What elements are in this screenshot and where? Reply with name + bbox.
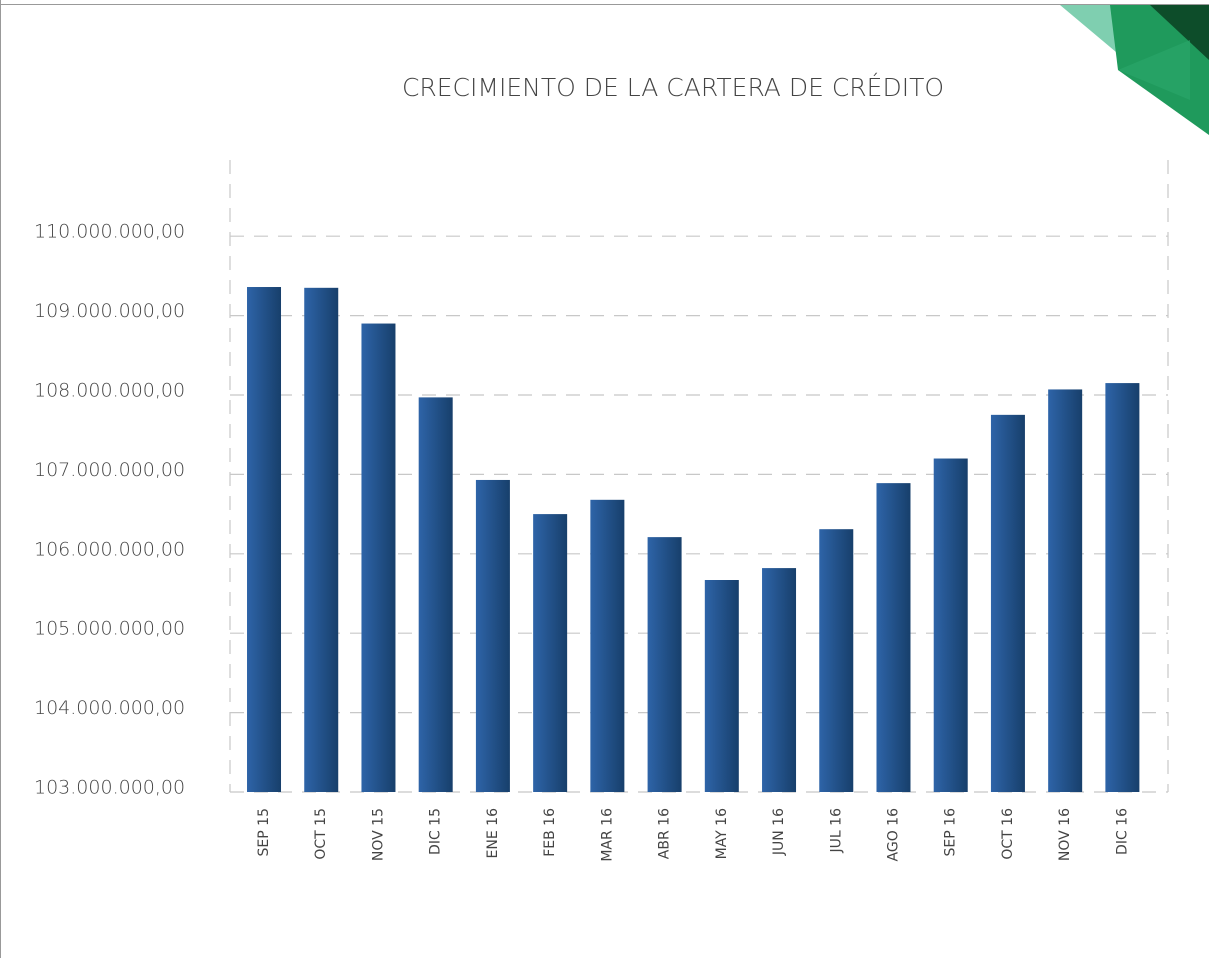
bar bbox=[1048, 389, 1083, 792]
y-tick-label: 107.000.000,00 bbox=[34, 459, 185, 481]
bar bbox=[933, 458, 968, 792]
x-tick-label: JUN 16 bbox=[771, 808, 787, 856]
corner-decoration bbox=[1060, 5, 1209, 135]
y-tick-label: 105.000.000,00 bbox=[34, 618, 185, 640]
x-tick-label: JUL 16 bbox=[828, 808, 844, 854]
bar bbox=[361, 323, 396, 792]
x-tick-label: ABR 16 bbox=[657, 808, 673, 859]
bar bbox=[247, 287, 282, 792]
x-tick-label: NOV 15 bbox=[370, 808, 386, 861]
bar bbox=[533, 514, 568, 792]
bar bbox=[819, 529, 854, 792]
x-tick-label: AGO 16 bbox=[885, 808, 901, 862]
chart-title: CRECIMIENTO DE LA CARTERA DE CRÉDITO bbox=[402, 73, 944, 102]
x-tick-label: NOV 16 bbox=[1057, 808, 1073, 861]
y-tick-label: 103.000.000,00 bbox=[34, 777, 185, 799]
bar bbox=[418, 397, 453, 792]
bar bbox=[590, 499, 625, 792]
x-tick-label: OCT 16 bbox=[1000, 808, 1016, 860]
y-tick-label: 110.000.000,00 bbox=[34, 221, 185, 243]
bar bbox=[475, 479, 510, 792]
bar bbox=[876, 483, 911, 792]
x-tick-label: OCT 15 bbox=[313, 808, 329, 860]
y-tick-label: 104.000.000,00 bbox=[34, 697, 185, 719]
x-tick-label: MAY 16 bbox=[714, 808, 730, 859]
x-tick-label: DIC 15 bbox=[428, 808, 444, 855]
x-tick-label: FEB 16 bbox=[542, 808, 558, 857]
bar bbox=[762, 568, 797, 792]
y-tick-label: 108.000.000,00 bbox=[34, 380, 185, 402]
y-tick-label: 106.000.000,00 bbox=[34, 538, 185, 560]
y-tick-label: 109.000.000,00 bbox=[34, 300, 185, 322]
x-tick-label: SEP 16 bbox=[943, 808, 959, 857]
bar bbox=[990, 414, 1025, 792]
x-tick-label: DIC 16 bbox=[1114, 808, 1130, 855]
x-tick-label: MAR 16 bbox=[599, 808, 615, 862]
bar bbox=[304, 287, 339, 792]
bar bbox=[647, 537, 682, 792]
x-tick-label: SEP 15 bbox=[256, 808, 272, 856]
bar bbox=[704, 580, 739, 792]
x-tick-label: ENE 16 bbox=[485, 808, 501, 859]
bar bbox=[1105, 383, 1140, 792]
